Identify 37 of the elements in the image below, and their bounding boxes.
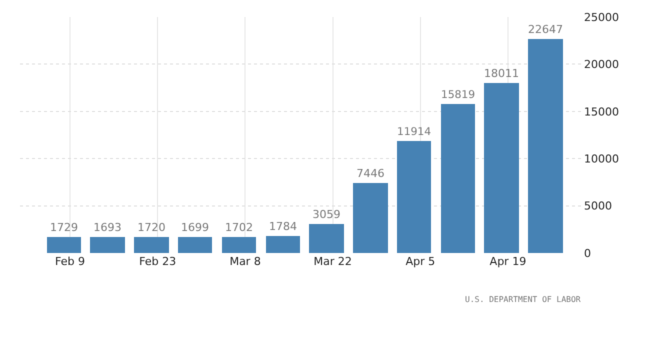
data-label: 7446 [356, 167, 384, 180]
data-label: 1699 [181, 221, 209, 234]
bar [528, 39, 563, 253]
y-tick-label: 25000 [584, 10, 619, 24]
data-label: 1702 [225, 221, 253, 234]
bar [397, 141, 431, 253]
bar [309, 224, 344, 253]
bar [90, 237, 125, 253]
y-tick-label: 20000 [584, 58, 619, 72]
data-label: 1784 [269, 220, 297, 233]
data-label: 11914 [397, 125, 432, 138]
data-label: 22647 [528, 23, 563, 36]
data-label: 15819 [441, 88, 476, 102]
data-label: 1720 [138, 221, 166, 234]
text: U.S. DEPARTMENT OF LABOR [465, 295, 581, 304]
bar [134, 237, 169, 253]
y-tick-label: 10000 [584, 152, 619, 166]
x-tick-label: Apr 19 [490, 255, 526, 268]
bar [222, 237, 256, 253]
data-label: 1729 [50, 221, 78, 234]
data-label: 1693 [94, 221, 122, 234]
x-tick-label: Feb 9 [55, 255, 86, 268]
bar [441, 104, 475, 253]
bar [47, 237, 81, 253]
y-tick-label: 0 [584, 246, 591, 260]
x-tick-label: Mar 8 [230, 255, 261, 268]
x-tick-label: Mar 22 [314, 255, 352, 268]
bar [178, 237, 212, 253]
data-label: 3059 [312, 208, 340, 221]
data-label: 18011 [484, 67, 519, 80]
y-tick-label: 15000 [584, 105, 619, 118]
bar [266, 236, 300, 253]
y-tick-label: 5000 [584, 200, 612, 213]
x-tick-label: Apr 5 [406, 255, 436, 268]
bar [484, 83, 519, 253]
bar [353, 183, 388, 253]
x-tick-label: Feb 23 [139, 255, 176, 268]
